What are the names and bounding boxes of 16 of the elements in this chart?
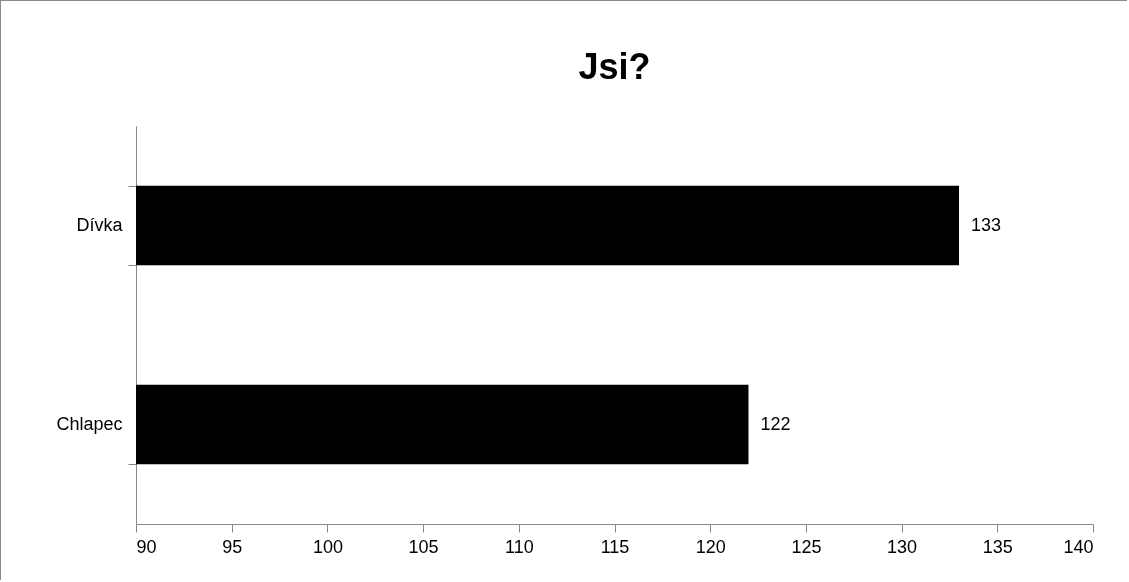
x-tick-label: 130: [887, 536, 918, 557]
x-tick-label: 140: [1063, 536, 1094, 557]
x-tick-label: 105: [408, 536, 439, 557]
x-tick-label: 90: [136, 536, 157, 557]
data-label: 122: [760, 413, 791, 434]
x-tick-label: 135: [982, 536, 1013, 557]
x-tick-label: 110: [504, 536, 534, 557]
x-tick-label: 125: [791, 536, 822, 557]
x-tick-label: 95: [222, 536, 243, 557]
chart-title: Jsi?: [578, 46, 651, 87]
x-tick-label: 120: [695, 536, 726, 557]
y-tick-label: Dívka: [76, 215, 124, 235]
x-tick-label: 100: [312, 536, 343, 557]
y-tick-label: Chlapec: [56, 414, 123, 434]
x-tick-label: 115: [600, 536, 630, 557]
data-label: 133: [971, 214, 1002, 235]
